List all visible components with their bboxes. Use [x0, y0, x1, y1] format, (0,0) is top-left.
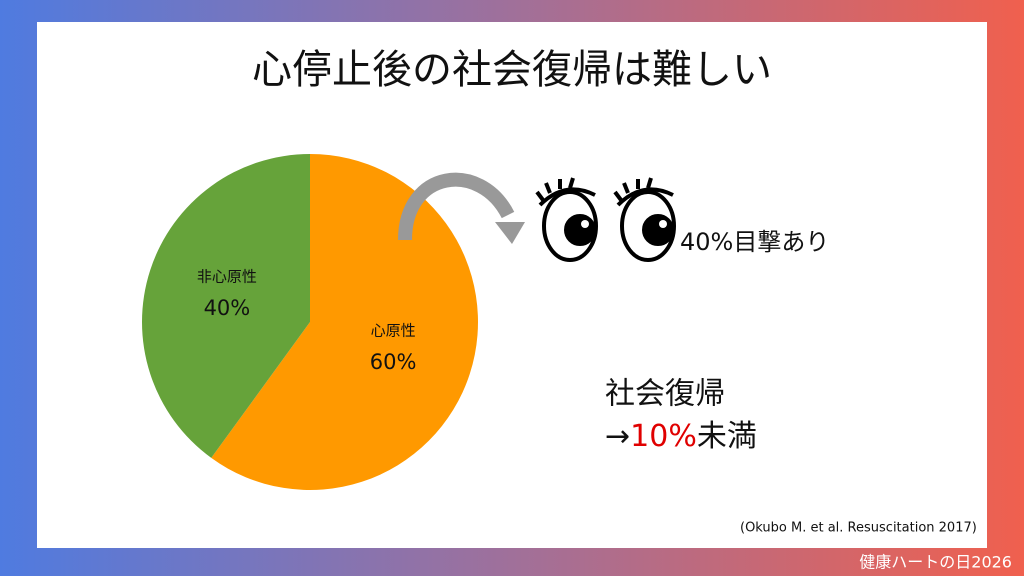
- eyes-icon: [535, 177, 676, 262]
- slice-name: 心原性: [371, 321, 416, 339]
- arrow-head: [495, 222, 525, 244]
- slide-title: 心停止後の社会復帰は難しい: [252, 47, 772, 93]
- pie-slice: [142, 154, 310, 458]
- pie-chart: 心原性 60% 非心原性 40%: [142, 154, 478, 490]
- recovery-label: 社会復帰: [605, 377, 725, 412]
- recovery-rate-line: →10%未満: [605, 419, 757, 454]
- footer: 健康ハートの日2026: [859, 553, 1012, 572]
- recovery-rate: 10%: [630, 419, 697, 454]
- arrow-text: →: [605, 419, 630, 454]
- citation: (Okubo M. et al. Resuscitation 2017): [740, 521, 977, 536]
- witness-note: 40%目撃あり: [680, 228, 829, 256]
- slice-value: 60%: [370, 350, 417, 374]
- recovery-suffix: 未満: [697, 419, 757, 454]
- arrow: [398, 172, 515, 241]
- slice-name: 非心原性: [197, 268, 257, 286]
- slice-value: 40%: [204, 296, 251, 320]
